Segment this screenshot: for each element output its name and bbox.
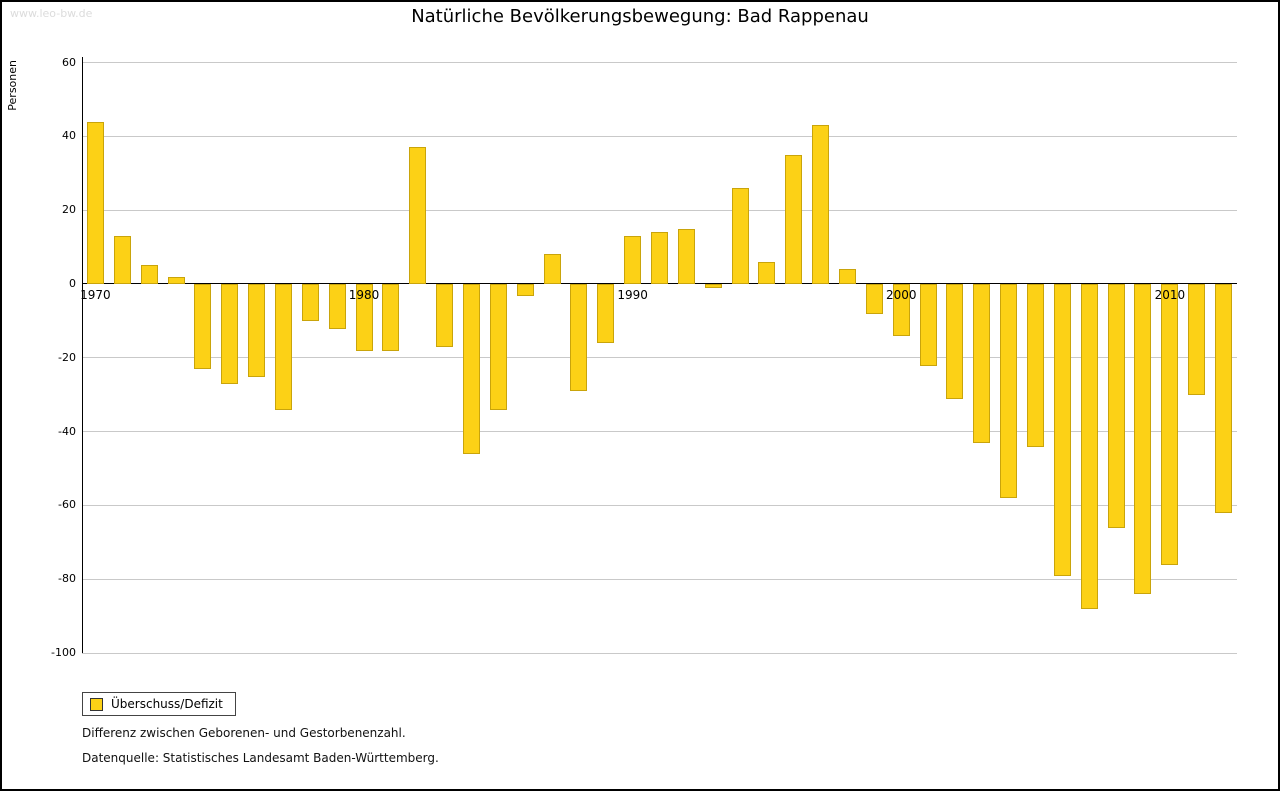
gridline bbox=[82, 578, 1237, 580]
y-tick-label-0: 0 bbox=[69, 276, 76, 290]
bar-1985 bbox=[489, 284, 507, 410]
chart-title: Natürliche Bevölkerungsbewegung: Bad Rap… bbox=[411, 6, 869, 27]
bar-2007 bbox=[1080, 284, 1098, 610]
legend: Überschuss/Defizit bbox=[82, 692, 236, 716]
x-tick-label-2000: 2000 bbox=[885, 287, 917, 302]
bar-1983 bbox=[436, 284, 454, 348]
bar-1984 bbox=[462, 284, 480, 455]
y-tick-label--60: -60 bbox=[58, 498, 76, 512]
y-tick-label-60: 60 bbox=[62, 55, 76, 69]
bar-1977 bbox=[274, 284, 292, 410]
bar-1987 bbox=[543, 254, 561, 284]
gridline bbox=[82, 357, 1237, 359]
bar-1994 bbox=[731, 187, 749, 284]
note-definition: Differenz zwischen Geborenen- und Gestor… bbox=[82, 726, 406, 740]
bar-1975 bbox=[221, 284, 239, 385]
bar-1988 bbox=[570, 284, 588, 392]
bar-1971 bbox=[113, 235, 131, 284]
bar-1981 bbox=[382, 284, 400, 351]
y-tick-label--20: -20 bbox=[58, 350, 76, 364]
bar-2002 bbox=[946, 284, 964, 399]
gridline bbox=[82, 62, 1237, 63]
y-axis-line bbox=[82, 57, 83, 653]
y-tick-label-40: 40 bbox=[62, 129, 76, 143]
legend-swatch bbox=[90, 697, 103, 711]
bar-2009 bbox=[1134, 284, 1152, 595]
x-axis-zero-line bbox=[82, 283, 1237, 285]
y-tick-label--80: -80 bbox=[58, 572, 76, 586]
bar-1972 bbox=[140, 265, 158, 284]
bar-1993 bbox=[704, 284, 722, 289]
bar-1992 bbox=[677, 228, 695, 284]
bar-1995 bbox=[758, 261, 776, 284]
bar-1986 bbox=[516, 284, 534, 296]
x-tick-label-1990: 1990 bbox=[617, 287, 648, 302]
bar-2004 bbox=[1000, 284, 1018, 499]
bar-1973 bbox=[167, 276, 185, 284]
bar-1982 bbox=[409, 147, 427, 284]
gridline bbox=[82, 504, 1237, 506]
bar-2006 bbox=[1053, 284, 1071, 576]
bar-2000 bbox=[892, 284, 910, 337]
bar-2005 bbox=[1027, 284, 1045, 447]
gridline bbox=[82, 431, 1237, 433]
x-tick-label-1980: 1980 bbox=[348, 287, 380, 302]
bar-1991 bbox=[651, 232, 668, 284]
legend-label: Überschuss/Defizit bbox=[111, 697, 223, 711]
note-source: Datenquelle: Statistisches Landesamt Bad… bbox=[82, 751, 439, 765]
bar-1996 bbox=[785, 154, 803, 284]
y-tick-label-20: 20 bbox=[62, 203, 76, 217]
bar-1980 bbox=[355, 284, 373, 351]
gridline bbox=[82, 135, 1237, 137]
bar-1990 bbox=[624, 235, 642, 284]
bar-1979 bbox=[328, 284, 346, 329]
bar-2003 bbox=[973, 284, 991, 444]
watermark: www.leo-bw.de bbox=[10, 7, 93, 20]
bar-2010 bbox=[1161, 284, 1179, 565]
bar-1998 bbox=[839, 269, 857, 284]
bar-2012 bbox=[1215, 284, 1233, 514]
y-tick-label--100: -100 bbox=[51, 646, 76, 659]
bar-1999 bbox=[865, 284, 883, 314]
bar-1970 bbox=[86, 121, 104, 284]
gridline bbox=[82, 652, 1237, 654]
x-tick-label-1970: 1970 bbox=[80, 287, 111, 302]
bar-2008 bbox=[1107, 284, 1125, 529]
gridline bbox=[82, 209, 1237, 211]
bar-1976 bbox=[248, 284, 266, 377]
bar-1989 bbox=[597, 284, 615, 344]
bar-2001 bbox=[919, 284, 937, 366]
bar-1997 bbox=[812, 125, 830, 284]
x-tick-label-2010: 2010 bbox=[1154, 287, 1186, 302]
y-tick-label--40: -40 bbox=[58, 424, 76, 438]
bar-2011 bbox=[1188, 284, 1206, 396]
bar-1978 bbox=[301, 284, 319, 322]
bar-1974 bbox=[194, 284, 212, 370]
